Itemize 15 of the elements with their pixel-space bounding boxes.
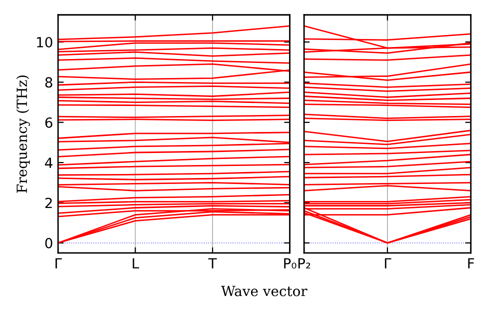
y-tick-label: 0 — [45, 238, 52, 248]
y-tick-label: 6 — [45, 117, 52, 128]
x-tick-label: F — [468, 258, 474, 268]
x-axis-title: Wave vector — [221, 286, 308, 296]
x-tick-label: P₀ — [284, 258, 296, 269]
x-tick-label: Γ — [384, 258, 392, 268]
x-tick-label: Γ — [56, 258, 62, 268]
y-tick-label: 2 — [45, 198, 52, 208]
y-tick-label: 8 — [45, 77, 52, 88]
x-tick-label: L — [132, 258, 140, 268]
x-tick-label: P₂ — [298, 258, 310, 268]
x-tick-label: T — [208, 258, 217, 268]
y-tick-label: 10 — [37, 36, 52, 48]
y-tick-label: 4 — [45, 158, 52, 168]
y-axis-title: Frequency (THz) — [16, 75, 30, 193]
